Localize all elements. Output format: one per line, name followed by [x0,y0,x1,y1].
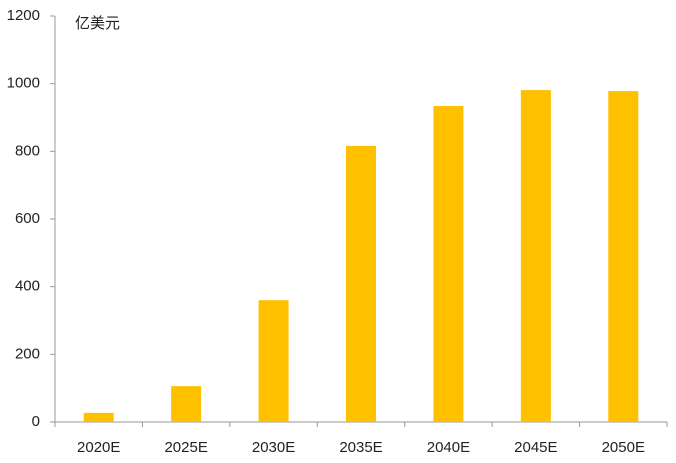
bar [520,90,551,422]
bar [171,386,202,422]
x-tick-label: 2035E [339,439,382,456]
y-tick-label: 800 [15,142,40,159]
y-tick-label: 600 [15,210,40,227]
x-tick-label: 2030E [252,439,295,456]
bar [346,145,376,423]
y-tick-label: 1000 [7,75,40,92]
x-tick-label: 2050E [602,439,645,456]
bar [608,91,639,423]
y-tick-label: 0 [32,413,40,430]
y-tick-label: 400 [15,278,40,295]
x-tick-label: 2040E [427,439,470,456]
bar [83,412,114,422]
y-tick-label: 200 [15,345,40,362]
bar [258,300,289,422]
bar [433,105,464,422]
x-tick-label: 2020E [77,439,120,456]
x-tick-label: 2025E [164,439,207,456]
unit-label: 亿美元 [75,15,120,32]
y-tick-label: 1200 [7,7,40,24]
x-tick-label: 2045E [514,439,557,456]
